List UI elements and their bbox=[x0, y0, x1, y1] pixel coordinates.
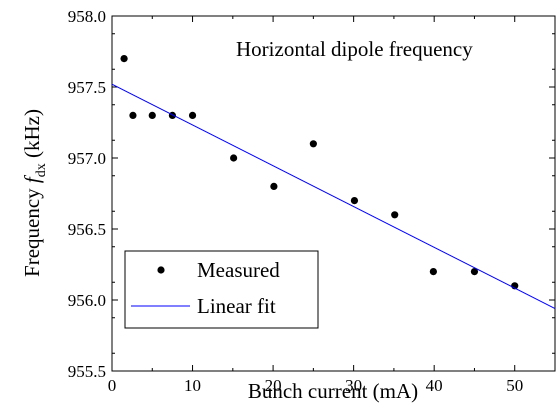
y-axis-title-subscript: dx bbox=[34, 163, 49, 177]
x-tick-label: 0 bbox=[108, 376, 117, 395]
legend-label-linear-fit: Linear fit bbox=[197, 294, 276, 318]
data-point-measured bbox=[350, 197, 359, 205]
data-point-measured bbox=[470, 268, 479, 276]
y-tick-label: 955.5 bbox=[68, 362, 106, 381]
chart-annotation: Horizontal dipole frequency bbox=[236, 37, 473, 61]
y-tick-label: 956.5 bbox=[68, 220, 106, 239]
data-point-measured bbox=[391, 211, 399, 219]
y-axis-title-suffix: (kHz) bbox=[20, 109, 44, 163]
y-tick-label: 956.0 bbox=[68, 291, 106, 310]
legend-box bbox=[124, 250, 319, 329]
data-layer bbox=[112, 55, 555, 309]
data-point-measured bbox=[270, 182, 278, 190]
y-axis-title: Frequency fdx (kHz) bbox=[20, 109, 49, 277]
y-tick-label: 958.0 bbox=[68, 7, 106, 26]
y-tick-label: 957.5 bbox=[68, 78, 106, 97]
legend-label-measured: Measured bbox=[197, 258, 280, 282]
x-tick-label: 40 bbox=[426, 376, 443, 395]
tick-labels: 0 10 20 30 40 50 955.5 956.0 956.5 957.0 957.5 958.… bbox=[68, 7, 523, 395]
y-axis-title-prefix: Frequency bbox=[20, 183, 44, 277]
data-point-measured bbox=[188, 111, 197, 119]
axis-ticks bbox=[111, 15, 555, 372]
y-axis-title-symbol: f bbox=[20, 174, 44, 183]
data-point-measured bbox=[230, 154, 238, 162]
x-axis-title: Bunch current (mA) bbox=[248, 379, 418, 403]
data-point-measured bbox=[120, 55, 128, 63]
x-tick-label: 10 bbox=[184, 376, 201, 395]
data-point-measured bbox=[168, 111, 177, 119]
data-point-measured bbox=[309, 140, 317, 148]
plot-frame bbox=[111, 15, 556, 372]
x-tick-label: 20 bbox=[265, 376, 282, 395]
series-line-linear-fit bbox=[112, 83, 555, 309]
x-tick-label: 50 bbox=[506, 376, 523, 395]
data-point-measured bbox=[429, 268, 437, 276]
data-point-measured bbox=[148, 111, 156, 119]
legend-marker-measured bbox=[157, 266, 165, 274]
legend: Measured Linear fit bbox=[124, 250, 319, 329]
y-tick-label: 957.0 bbox=[68, 149, 106, 168]
x-tick-label: 30 bbox=[345, 376, 362, 395]
data-point-measured bbox=[129, 111, 137, 119]
